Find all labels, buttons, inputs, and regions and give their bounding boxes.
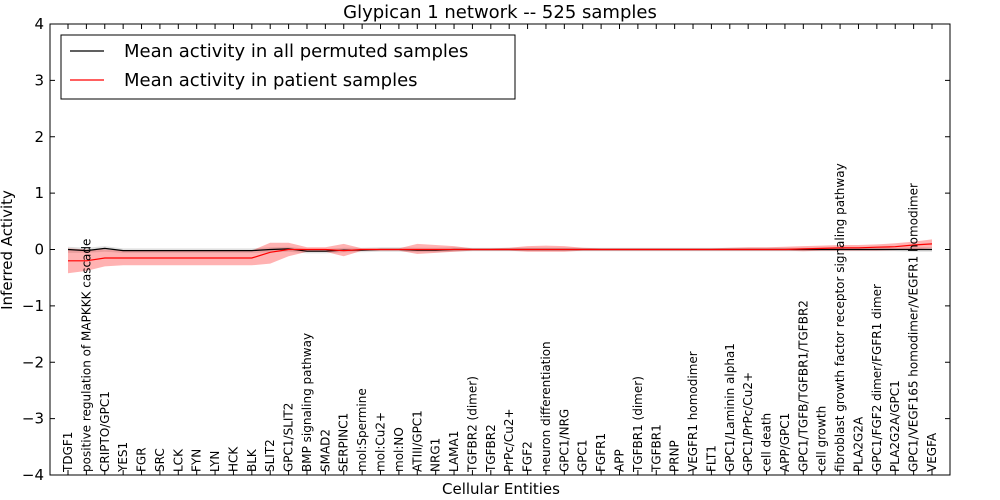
series-band-patient <box>68 239 932 274</box>
x-tick-label: GPC1/Laminin alpha1 <box>723 343 737 472</box>
x-tick-label: CRIPTO/GPC1 <box>98 391 112 472</box>
x-tick-label: PRNP <box>668 440 682 472</box>
x-tick-label: HCK <box>226 446 240 472</box>
x-tick-label: SERPINC1 <box>337 413 351 472</box>
y-tick-label: −1 <box>22 297 44 315</box>
x-tick-label: mol:NO <box>392 427 406 472</box>
x-tick-label: FYN <box>190 449 204 472</box>
x-tick-label: LAMA1 <box>447 431 461 472</box>
y-tick-label: 1 <box>34 184 44 202</box>
x-tick-label: cell growth <box>815 406 829 472</box>
y-axis-label: Inferred Activity <box>0 190 16 310</box>
x-tick-label: mol:Cu2+ <box>374 412 388 472</box>
y-tick-label: −4 <box>22 466 44 484</box>
x-tick-label: neuron differentiation <box>539 341 553 472</box>
x-tick-label: SLIT2 <box>263 439 277 472</box>
x-tick-label: SRC <box>153 448 167 472</box>
legend: Mean activity in all permuted samples Mea… <box>60 34 516 100</box>
chart-title: Glypican 1 network -- 525 samples <box>343 2 657 23</box>
x-tick-label: APP <box>613 449 627 472</box>
legend-box <box>60 34 516 100</box>
x-tick-label: BLK <box>245 448 259 472</box>
x-tick-label: GPC1/PrPc/Cu2+ <box>741 372 755 472</box>
x-tick-label: TDGF1 <box>61 432 75 473</box>
y-tick-label: 0 <box>34 241 44 259</box>
x-tick-label: mol:Spermine <box>355 388 369 472</box>
x-tick-label: LYN <box>208 451 222 472</box>
x-tick-label: GPC1/NRG <box>557 409 571 472</box>
x-tick-label: GPC1/TGFB/TGFBR1/TGFBR2 <box>796 300 810 472</box>
x-tick-label: FLT1 <box>704 445 718 472</box>
y-tick-label: −3 <box>22 410 44 428</box>
plot-frame <box>49 23 951 476</box>
x-tick-label: TGFBR2 <box>484 424 498 473</box>
x-tick-label: FGFR1 <box>594 433 608 472</box>
x-tick-label: positive regulation of MAPKKK cascade <box>79 239 93 472</box>
x-tick-label: GPC1/FGF2 dimer/FGFR1 dimer <box>870 284 884 472</box>
x-tick-label: YES1 <box>116 442 130 473</box>
y-tick-label: 2 <box>34 128 44 146</box>
x-tick-label: cell death <box>760 413 774 472</box>
x-tick-label: NRG1 <box>429 438 443 472</box>
series-line-patient <box>68 243 933 262</box>
legend-label: Mean activity in all permuted samples <box>124 41 468 62</box>
x-tick-label: PrPc/Cu2+ <box>502 408 516 472</box>
x-tick-label: PLA2G2A/GPC1 <box>888 380 902 472</box>
x-axis-label: Cellular Entities <box>442 480 560 498</box>
x-tick-label: GPC1 <box>576 439 590 472</box>
x-tick-label: VEGFR1 homodimer <box>686 351 700 472</box>
y-tick-label: 3 <box>34 71 44 89</box>
x-tick-label: TGFBR1 <box>649 424 663 473</box>
y-tick-label: −2 <box>22 353 44 371</box>
y-tick-label: 4 <box>34 15 44 33</box>
x-tick-label: GPC1/VEGF165 homodimer/VEGFR1 homodimer <box>907 183 921 472</box>
x-tick-label: TGFBR2 (dimer) <box>465 376 479 473</box>
x-tick-label: fibroblast growth factor receptor signal… <box>833 163 847 472</box>
x-tick-label: SMAD2 <box>318 429 332 472</box>
x-tick-label: GPC1/SLIT2 <box>282 403 296 472</box>
x-tick-label: LCK <box>171 448 185 472</box>
x-tick-label: BMP signaling pathway <box>300 333 314 472</box>
x-tick-label: VEGFA <box>925 432 939 472</box>
x-tick-label: PLA2G2A <box>852 416 866 472</box>
x-tick-label: FGR <box>135 447 149 472</box>
plot-area: −4 −3 −2 −1 0 1 2 3 4 TDGF1 positive regulation of… <box>22 15 951 484</box>
x-tick-label: TGFBR1 (dimer) <box>631 376 645 473</box>
x-tick-label: FGF2 <box>521 441 535 472</box>
legend-label: Mean activity in patient samples <box>124 70 418 91</box>
x-tick-label: ATIII/GPC1 <box>410 410 424 472</box>
x-tick-label: APP/GPC1 <box>778 413 792 472</box>
